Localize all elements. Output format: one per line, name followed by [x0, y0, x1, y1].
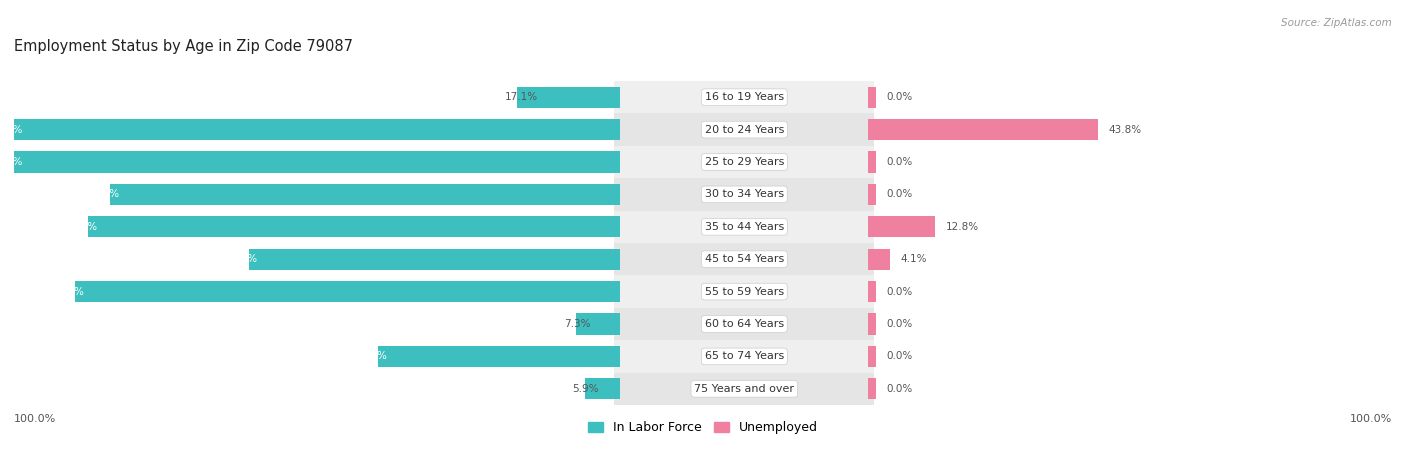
- Bar: [378, 346, 620, 367]
- Text: Source: ZipAtlas.com: Source: ZipAtlas.com: [1281, 18, 1392, 28]
- Bar: [614, 113, 620, 146]
- Text: 90.0%: 90.0%: [51, 287, 84, 297]
- Bar: [869, 211, 873, 243]
- Bar: [869, 119, 1098, 140]
- Text: 0.0%: 0.0%: [887, 319, 912, 329]
- Bar: [620, 211, 869, 243]
- Text: 35 to 44 Years: 35 to 44 Years: [704, 222, 785, 232]
- Bar: [576, 314, 620, 334]
- Bar: [75, 281, 620, 302]
- Bar: [869, 373, 873, 405]
- Text: 17.1%: 17.1%: [505, 92, 537, 102]
- Bar: [869, 184, 876, 205]
- Text: 100.0%: 100.0%: [0, 157, 22, 167]
- Bar: [869, 275, 873, 308]
- Bar: [620, 373, 869, 405]
- Bar: [620, 146, 869, 178]
- Bar: [620, 81, 869, 113]
- Text: 4.1%: 4.1%: [900, 254, 927, 264]
- Text: 25 to 29 Years: 25 to 29 Years: [704, 157, 785, 167]
- Bar: [614, 211, 620, 243]
- Text: 100.0%: 100.0%: [1350, 414, 1392, 423]
- Bar: [869, 346, 876, 367]
- Bar: [516, 87, 620, 108]
- Bar: [620, 113, 869, 146]
- Text: 100.0%: 100.0%: [0, 125, 22, 135]
- Text: 45 to 54 Years: 45 to 54 Years: [704, 254, 785, 264]
- Bar: [14, 152, 620, 172]
- Text: 65 to 74 Years: 65 to 74 Years: [704, 351, 785, 361]
- Bar: [614, 373, 620, 405]
- Text: 20 to 24 Years: 20 to 24 Years: [704, 125, 785, 135]
- Text: 87.8%: 87.8%: [65, 222, 97, 232]
- Text: 55 to 59 Years: 55 to 59 Years: [704, 287, 785, 297]
- Bar: [620, 340, 869, 373]
- Bar: [620, 275, 869, 308]
- Bar: [110, 184, 620, 205]
- Text: 5.9%: 5.9%: [572, 384, 599, 394]
- Bar: [614, 275, 620, 308]
- Text: 61.3%: 61.3%: [225, 254, 257, 264]
- Text: 16 to 19 Years: 16 to 19 Years: [704, 92, 785, 102]
- Bar: [89, 216, 620, 237]
- Legend: In Labor Force, Unemployed: In Labor Force, Unemployed: [583, 416, 823, 439]
- Bar: [620, 308, 869, 340]
- Text: 84.2%: 84.2%: [86, 189, 120, 199]
- Text: 0.0%: 0.0%: [887, 351, 912, 361]
- Bar: [869, 152, 876, 172]
- Text: 7.3%: 7.3%: [564, 319, 591, 329]
- Text: 40.0%: 40.0%: [354, 351, 387, 361]
- Text: 12.8%: 12.8%: [946, 222, 979, 232]
- Bar: [614, 308, 620, 340]
- Text: 0.0%: 0.0%: [887, 384, 912, 394]
- Bar: [614, 340, 620, 373]
- Bar: [869, 340, 873, 373]
- Bar: [869, 87, 876, 108]
- Bar: [869, 216, 935, 237]
- Text: 30 to 34 Years: 30 to 34 Years: [704, 189, 785, 199]
- Bar: [869, 249, 890, 270]
- Text: 75 Years and over: 75 Years and over: [695, 384, 794, 394]
- Text: 0.0%: 0.0%: [887, 92, 912, 102]
- Bar: [620, 243, 869, 275]
- Bar: [869, 178, 873, 211]
- Bar: [869, 281, 876, 302]
- Bar: [869, 81, 873, 113]
- Text: 100.0%: 100.0%: [14, 414, 56, 423]
- Text: 0.0%: 0.0%: [887, 157, 912, 167]
- Bar: [614, 243, 620, 275]
- Bar: [869, 113, 873, 146]
- Text: 43.8%: 43.8%: [1108, 125, 1142, 135]
- Bar: [620, 178, 869, 211]
- Bar: [869, 378, 876, 399]
- Bar: [869, 314, 876, 334]
- Bar: [869, 308, 873, 340]
- Text: 0.0%: 0.0%: [887, 287, 912, 297]
- Text: 60 to 64 Years: 60 to 64 Years: [704, 319, 785, 329]
- Bar: [614, 146, 620, 178]
- Bar: [585, 378, 620, 399]
- Text: 0.0%: 0.0%: [887, 189, 912, 199]
- Bar: [869, 146, 873, 178]
- Bar: [614, 81, 620, 113]
- Text: Employment Status by Age in Zip Code 79087: Employment Status by Age in Zip Code 790…: [14, 39, 353, 54]
- Bar: [249, 249, 620, 270]
- Bar: [869, 243, 873, 275]
- Bar: [614, 178, 620, 211]
- Bar: [14, 119, 620, 140]
